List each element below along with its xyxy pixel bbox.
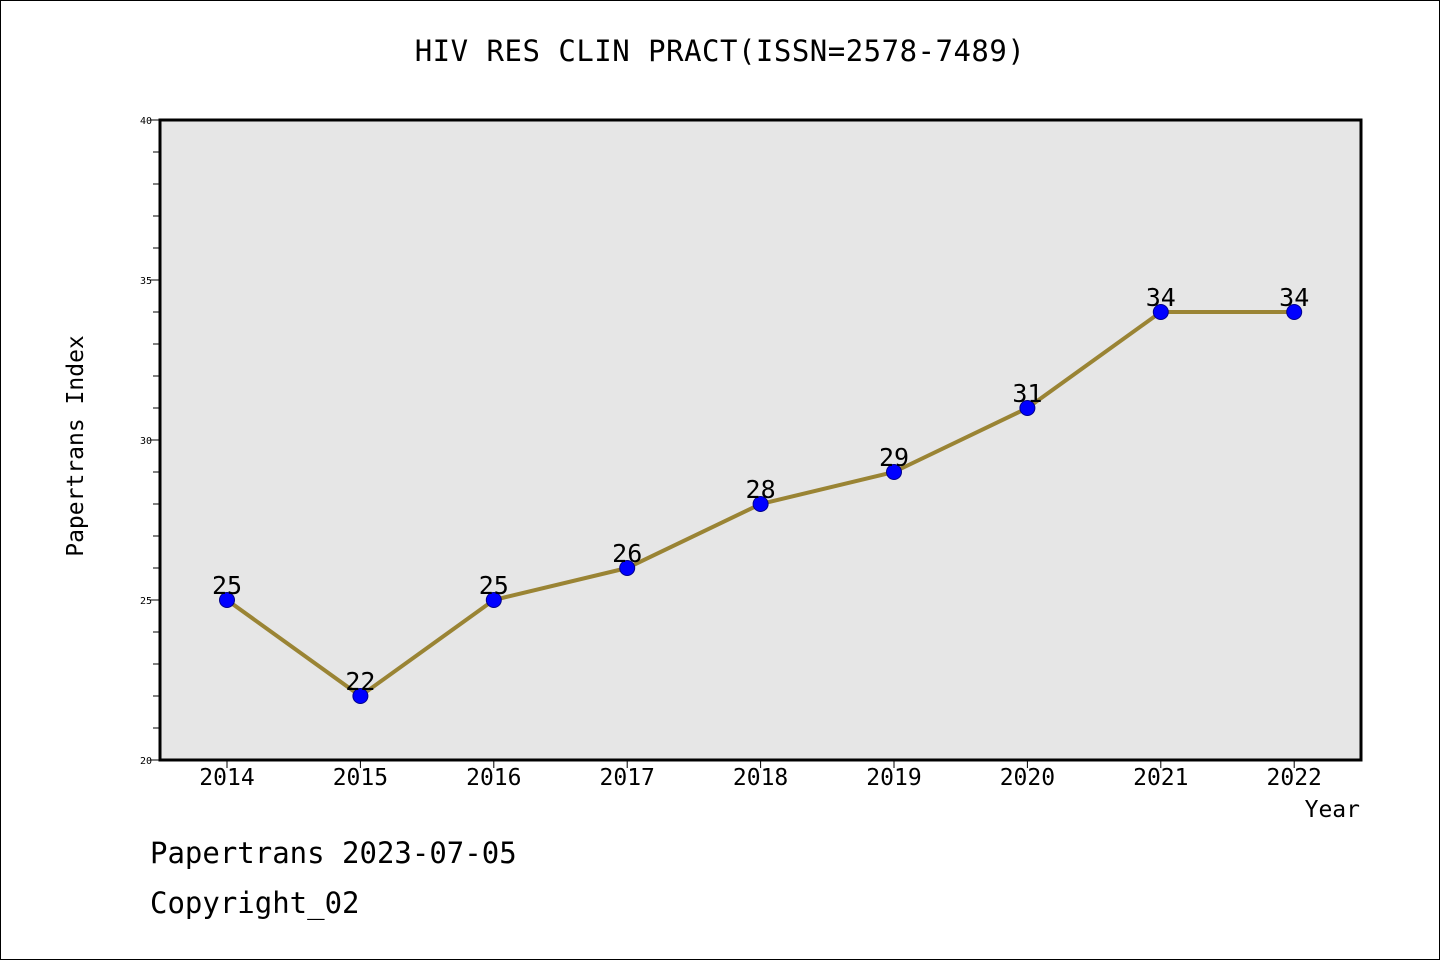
plot-border bbox=[158, 118, 1363, 762]
data-label: 34 bbox=[1279, 283, 1309, 312]
data-point bbox=[1019, 400, 1036, 416]
x-tick-label: 2020 bbox=[1000, 765, 1055, 791]
y-tick-label: 25 bbox=[140, 596, 152, 607]
data-label: 31 bbox=[1012, 379, 1042, 408]
data-point bbox=[886, 464, 902, 480]
chart-title: HIV RES CLIN PRACT(ISSN=2578-7489) bbox=[414, 34, 1026, 68]
data-label: 26 bbox=[612, 539, 642, 568]
x-tick-label: 2021 bbox=[1133, 765, 1188, 791]
x-axis-label: Year bbox=[1304, 797, 1360, 823]
x-tick-label: 2018 bbox=[733, 765, 788, 791]
data-label: 25 bbox=[212, 571, 242, 600]
x-tick-label: 2022 bbox=[1267, 765, 1322, 791]
x-tick-label: 2014 bbox=[199, 765, 254, 791]
x-tick-label: 2015 bbox=[333, 765, 388, 791]
data-label: 25 bbox=[479, 571, 509, 600]
y-tick-label: 35 bbox=[140, 276, 152, 287]
data-label: 34 bbox=[1146, 283, 1176, 312]
data-point bbox=[752, 496, 769, 512]
data-label: 22 bbox=[345, 667, 375, 696]
data-point bbox=[1152, 304, 1169, 320]
x-tick-label: 2017 bbox=[600, 765, 655, 791]
plot-area bbox=[160, 120, 1361, 760]
data-label: 29 bbox=[879, 443, 909, 472]
y-tick-label: 20 bbox=[140, 756, 152, 767]
data-point bbox=[219, 592, 235, 608]
data-point bbox=[485, 592, 502, 608]
y-tick-label: 30 bbox=[140, 436, 152, 447]
data-point bbox=[619, 560, 636, 576]
y-tick-label: 40 bbox=[140, 116, 152, 127]
footer-date-line: Papertrans 2023-07-05 bbox=[150, 836, 517, 870]
x-tick-label: 2016 bbox=[466, 765, 521, 791]
data-point bbox=[1286, 304, 1303, 320]
footer-copyright: Copyright_02 bbox=[150, 886, 360, 920]
data-point bbox=[352, 688, 369, 704]
data-label: 28 bbox=[746, 475, 776, 504]
x-tick-label: 2019 bbox=[866, 765, 921, 791]
